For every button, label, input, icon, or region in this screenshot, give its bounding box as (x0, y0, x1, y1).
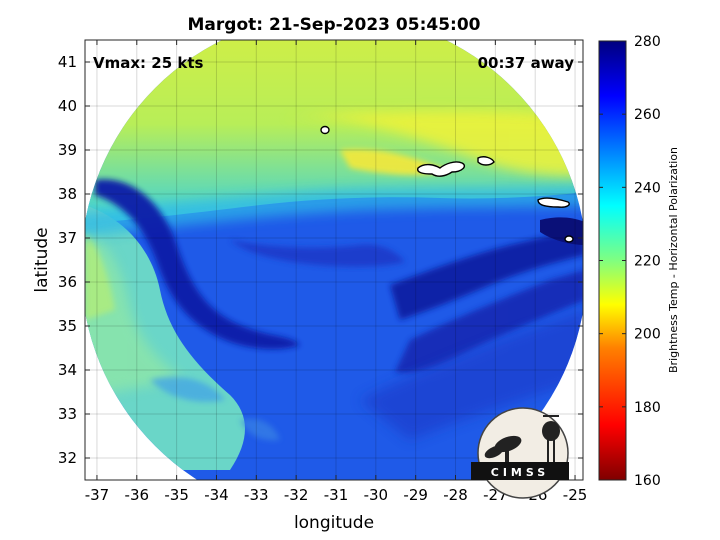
plot-frame (84, 39, 584, 481)
x-tick-label: -35 (164, 486, 189, 504)
y-axis-label: latitude (32, 227, 52, 292)
colorbar: 160 180 200 220 240 260 280 Brightness Temp - … (598, 34, 680, 489)
y-tick-label: 34 (58, 361, 77, 379)
logo-satellite-dish-icon (484, 435, 522, 463)
contour-outline (417, 161, 466, 177)
x-tick-label: -32 (284, 486, 309, 504)
y-tick-label: 41 (58, 53, 77, 71)
x-tick-label: -29 (403, 486, 428, 504)
x-tick-label: -33 (244, 486, 269, 504)
logo-text: CIMSS (491, 466, 549, 479)
logo-tower-icon (542, 415, 560, 462)
x-tick-label: -36 (125, 486, 150, 504)
colorbar-ticks: 160 180 200 220 240 260 280 (599, 34, 661, 489)
y-tick-label: 35 (58, 317, 77, 335)
x-tick-label: -31 (324, 486, 349, 504)
colorbar-tick-label: 260 (634, 107, 661, 123)
y-tick-label: 39 (58, 141, 77, 159)
y-tick-label: 40 (58, 97, 77, 115)
colorbar-tick-label: 160 (634, 473, 661, 489)
y-axis-ticks: 32 33 34 35 36 37 38 39 40 41 (58, 53, 583, 467)
colorbar-tick-label: 200 (634, 327, 661, 343)
colorbar-tick-label: 180 (634, 400, 661, 416)
x-tick-label: -37 (85, 486, 110, 504)
x-tick-label: -25 (563, 486, 588, 504)
contour-outline (564, 235, 574, 243)
colorbar-gradient (598, 40, 627, 481)
x-tick-label: -34 (204, 486, 229, 504)
x-tick-label: -30 (364, 486, 389, 504)
x-tick-label: -28 (443, 486, 468, 504)
colorbar-label: Brightness Temp - Horizontal Polarizatio… (667, 147, 680, 373)
y-tick-label: 33 (58, 405, 77, 423)
cimss-logo: CIMSS (471, 407, 569, 499)
map-grid (85, 40, 583, 480)
cold-cloud-contours (320, 125, 574, 243)
x-axis-label: longitude (294, 513, 374, 533)
logo-banner (471, 462, 569, 480)
brightness-temperature-swath (85, 40, 583, 480)
y-tick-label: 32 (58, 449, 77, 467)
y-tick-label: 37 (58, 229, 77, 247)
colorbar-tick-label: 280 (634, 34, 661, 50)
y-tick-label: 36 (58, 273, 77, 291)
contour-outline (477, 156, 495, 166)
colorbar-tick-label: 240 (634, 180, 661, 196)
time-offset-label: 00:37 away (478, 54, 575, 72)
vmax-label: Vmax: 25 kts (93, 54, 203, 72)
contour-outline (320, 125, 330, 135)
contour-outline (537, 197, 570, 208)
chart-title: Margot: 21-Sep-2023 05:45:00 (188, 15, 481, 35)
colorbar-tick-label: 220 (634, 254, 661, 270)
y-tick-label: 38 (58, 185, 77, 203)
